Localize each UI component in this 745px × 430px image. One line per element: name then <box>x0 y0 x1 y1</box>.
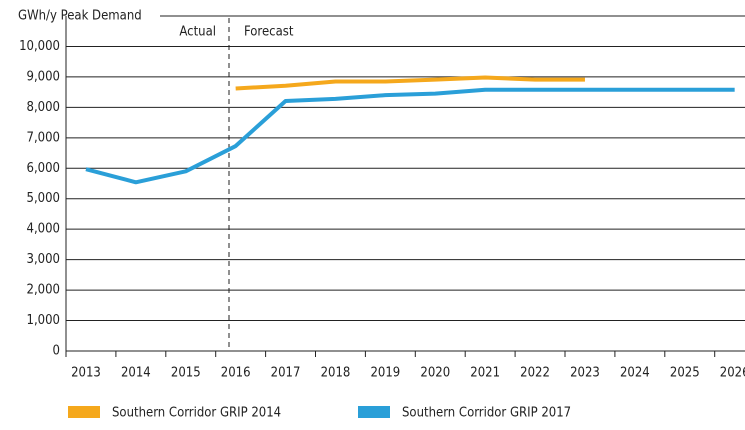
legend-swatch <box>358 406 390 418</box>
annotation: Forecast <box>244 25 294 40</box>
y-tick-label: 8,000 <box>27 100 60 115</box>
x-tick-label: 2019 <box>370 366 400 381</box>
legend-swatch <box>68 406 100 418</box>
x-tick-label: 2013 <box>71 366 101 381</box>
y-axis-label: GWh/y Peak Demand <box>18 9 142 24</box>
legend-label: Southern Corridor GRIP 2014 <box>112 406 281 421</box>
y-tick-label: 4,000 <box>27 222 60 237</box>
y-tick-label: 2,000 <box>27 283 60 298</box>
y-tick-label: 5,000 <box>27 191 60 206</box>
x-tick-label: 2022 <box>520 366 550 381</box>
x-tick-label: 2016 <box>221 366 251 381</box>
x-tick-label: 2023 <box>570 366 600 381</box>
x-tick-label: 2021 <box>470 366 500 381</box>
x-tick-label: 2026 <box>720 366 745 381</box>
annotation: Actual <box>179 25 216 40</box>
x-tick-label: 2018 <box>321 366 351 381</box>
x-tick-label: 2017 <box>271 366 301 381</box>
x-tick-label: 2020 <box>420 366 450 381</box>
y-tick-label: 10,000 <box>19 39 60 54</box>
series-line <box>235 75 585 91</box>
y-tick-label: 0 <box>53 344 60 359</box>
y-tick-label: 3,000 <box>27 252 60 267</box>
x-tick-label: 2025 <box>670 366 700 381</box>
x-tick-label: 2015 <box>171 366 201 381</box>
y-tick-label: 9,000 <box>27 69 60 84</box>
series-line <box>85 87 735 185</box>
x-tick-label: 2024 <box>620 366 650 381</box>
y-tick-label: 1,000 <box>27 313 60 328</box>
y-tick-label: 6,000 <box>27 161 60 176</box>
y-tick-label: 7,000 <box>27 130 60 145</box>
legend-label: Southern Corridor GRIP 2017 <box>402 406 571 421</box>
x-tick-label: 2014 <box>121 366 151 381</box>
